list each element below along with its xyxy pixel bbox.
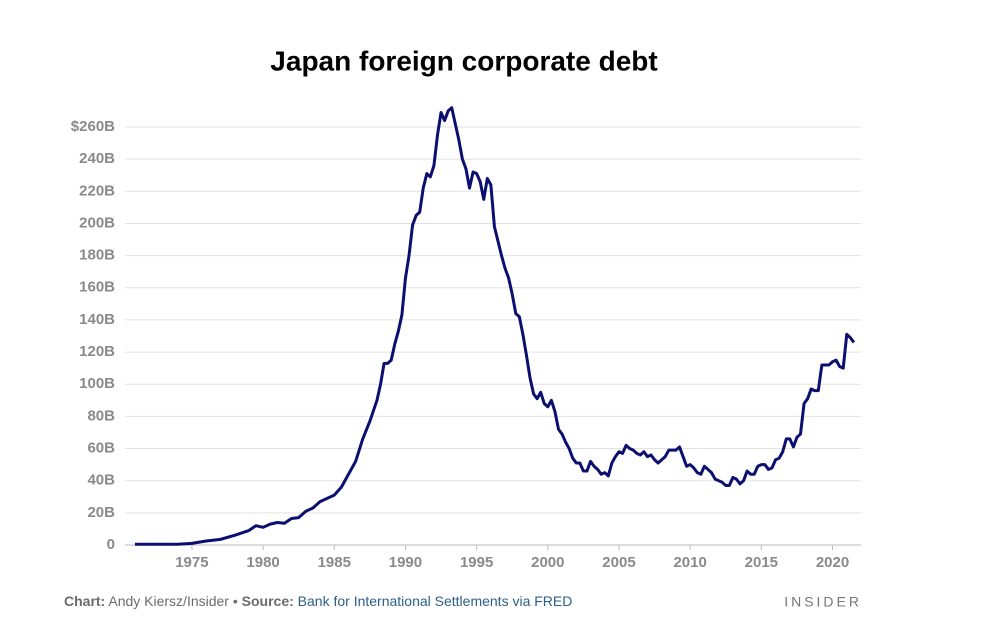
footer-label: Source: [242,593,294,609]
data-line [134,106,856,546]
x-tick-label: 1980 [246,554,279,571]
y-tick-label: 100B [79,375,115,392]
x-tick-label: 1990 [389,554,422,571]
y-tick-label: 180B [79,247,115,264]
y-tick-label: 80B [87,407,115,424]
x-tick-label: 2005 [602,554,635,571]
footer-source: Bank for International Settlements via F… [298,593,573,609]
x-tick-label: 1995 [460,554,493,571]
y-tick-label: 140B [79,311,115,328]
footer-credit: Andy Kiersz/Insider • [108,593,237,609]
y-tick-label: 40B [87,472,115,489]
x-tick-label: 2010 [673,554,706,571]
y-tick-label: 120B [79,343,115,360]
x-tick-label: 1975 [175,554,208,571]
y-tick-label: 20B [87,504,115,521]
y-tick-label: 240B [79,150,115,167]
y-tick-label: $260B [71,118,115,135]
footer-label: Chart: [64,593,105,609]
brand-logo: INSIDER [784,594,862,610]
x-tick-label: 1985 [318,554,351,571]
y-tick-label: 200B [79,214,115,231]
x-tick-label: 2015 [745,554,778,571]
y-tick-label: 60B [87,440,115,457]
chart-title: Japan foreign corporate debt [270,45,657,76]
x-tick-label: 2020 [816,554,849,571]
y-tick-label: 0 [107,536,115,553]
y-tick-label: 220B [79,182,115,199]
x-tick-label: 2000 [531,554,564,571]
footer: Chart: Andy Kiersz/Insider • Source: Ban… [64,593,572,609]
y-tick-label: 160B [79,279,115,296]
